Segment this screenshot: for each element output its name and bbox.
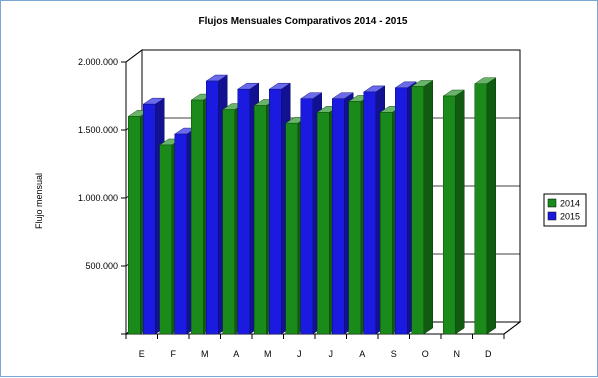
y-axis-label: Flujo mensual bbox=[34, 173, 44, 229]
legend-box bbox=[543, 193, 587, 227]
bar-front bbox=[348, 101, 361, 335]
bar-front bbox=[443, 95, 456, 335]
bar-front bbox=[222, 109, 235, 335]
x-tick-label: J bbox=[329, 349, 334, 359]
x-tick-label: S bbox=[391, 349, 397, 359]
bar-front bbox=[191, 99, 204, 335]
x-tick-label: A bbox=[359, 349, 365, 359]
bar-front bbox=[411, 86, 424, 335]
x-tick-label: E bbox=[139, 349, 145, 359]
bar-front bbox=[363, 91, 376, 335]
x-tick-label: M bbox=[201, 349, 209, 359]
bar-side bbox=[455, 89, 465, 335]
legend-label: 2015 bbox=[560, 212, 580, 222]
x-tick-label: M bbox=[264, 349, 272, 359]
x-tick-label: O bbox=[422, 349, 429, 359]
bar-front bbox=[143, 103, 156, 335]
x-tick-label: A bbox=[233, 349, 239, 359]
legend-swatch bbox=[547, 198, 557, 208]
legend: 2014 2015 bbox=[543, 193, 587, 227]
y-tick-label: 2.000.000 bbox=[78, 57, 118, 67]
bar-front bbox=[285, 122, 298, 335]
bar-front bbox=[159, 144, 172, 335]
bar-front bbox=[300, 98, 313, 335]
y-tick-label: 500.000 bbox=[85, 261, 118, 271]
bar-front bbox=[474, 83, 487, 335]
bar-2014-9 bbox=[410, 80, 434, 335]
floor-edge bbox=[503, 321, 521, 335]
bar-front bbox=[254, 105, 267, 335]
plot-area: 2.000.000 1.500.000 1.000.000 500.000 E F M A M J… bbox=[78, 49, 522, 359]
y-tick-label: 1.000.000 bbox=[78, 193, 118, 203]
x-tick-label: F bbox=[171, 349, 177, 359]
x-tick-label: N bbox=[454, 349, 461, 359]
y-tick-label: 1.500.000 bbox=[78, 125, 118, 135]
bar-front bbox=[237, 88, 250, 335]
gridline-side bbox=[125, 49, 143, 63]
bar-side bbox=[423, 80, 433, 335]
bar-front bbox=[317, 112, 330, 335]
bar-front bbox=[128, 116, 141, 335]
x-tick-label: D bbox=[485, 349, 492, 359]
chart-title: Flujos Mensuales Comparativos 2014 - 201… bbox=[199, 16, 408, 27]
legend-swatch bbox=[547, 211, 557, 221]
bar-front bbox=[332, 98, 345, 335]
bar-side bbox=[486, 77, 496, 335]
bar-front bbox=[395, 87, 408, 335]
legend-label: 2014 bbox=[560, 199, 580, 209]
bar-front bbox=[380, 112, 393, 335]
bar-front bbox=[206, 80, 219, 335]
bar-2014-10 bbox=[442, 89, 466, 335]
bar-front bbox=[174, 133, 187, 335]
bar-front bbox=[269, 88, 282, 335]
x-tick-label: J bbox=[297, 349, 302, 359]
bar-2014-11 bbox=[473, 77, 497, 335]
